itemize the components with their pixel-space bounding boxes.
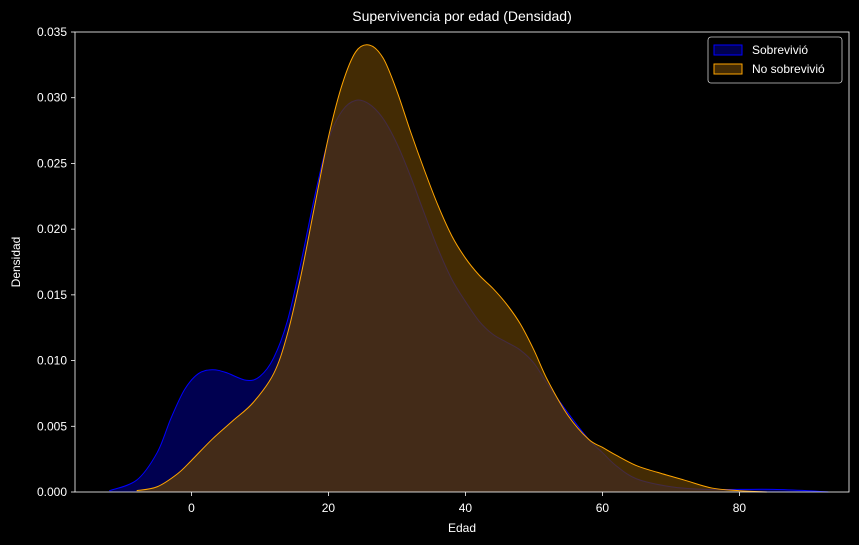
y-tick-label: 0.035 (37, 25, 67, 39)
legend-label-0: Sobrevivió (752, 43, 808, 57)
legend-swatch-0 (713, 44, 743, 56)
y-tick-label: 0.020 (37, 222, 67, 236)
y-tick-label: 0.030 (37, 91, 67, 105)
legend: Sobrevivió No sobrevivió (707, 36, 843, 84)
legend-label-1: No sobrevivió (752, 62, 825, 76)
x-tick-label: 0 (188, 501, 195, 515)
series-area-1 (136, 44, 767, 492)
series-line-1 (136, 44, 767, 493)
y-tick-label: 0.005 (37, 419, 67, 433)
y-tick-label: 0.000 (37, 485, 67, 499)
y-tick-label: 0.010 (37, 354, 67, 368)
legend-swatch-1 (713, 63, 743, 75)
x-tick-label: 60 (596, 501, 610, 515)
plot-area (109, 44, 829, 493)
chart-title: Supervivencia por edad (Densidad) (352, 8, 571, 24)
x-tick-label: 40 (459, 501, 473, 515)
y-axis: 0.000 0.005 0.010 0.015 0.020 0.025 0.030 0.035 (37, 25, 75, 499)
x-tick-label: 20 (322, 501, 336, 515)
y-tick-label: 0.015 (37, 288, 67, 302)
x-axis: 0 20 40 60 80 (188, 492, 746, 515)
y-tick-label: 0.025 (37, 156, 67, 170)
x-tick-label: 80 (733, 501, 747, 515)
y-axis-title: Densidad (9, 237, 23, 288)
x-axis-title: Edad (448, 521, 476, 535)
plot-frame (74, 31, 850, 493)
